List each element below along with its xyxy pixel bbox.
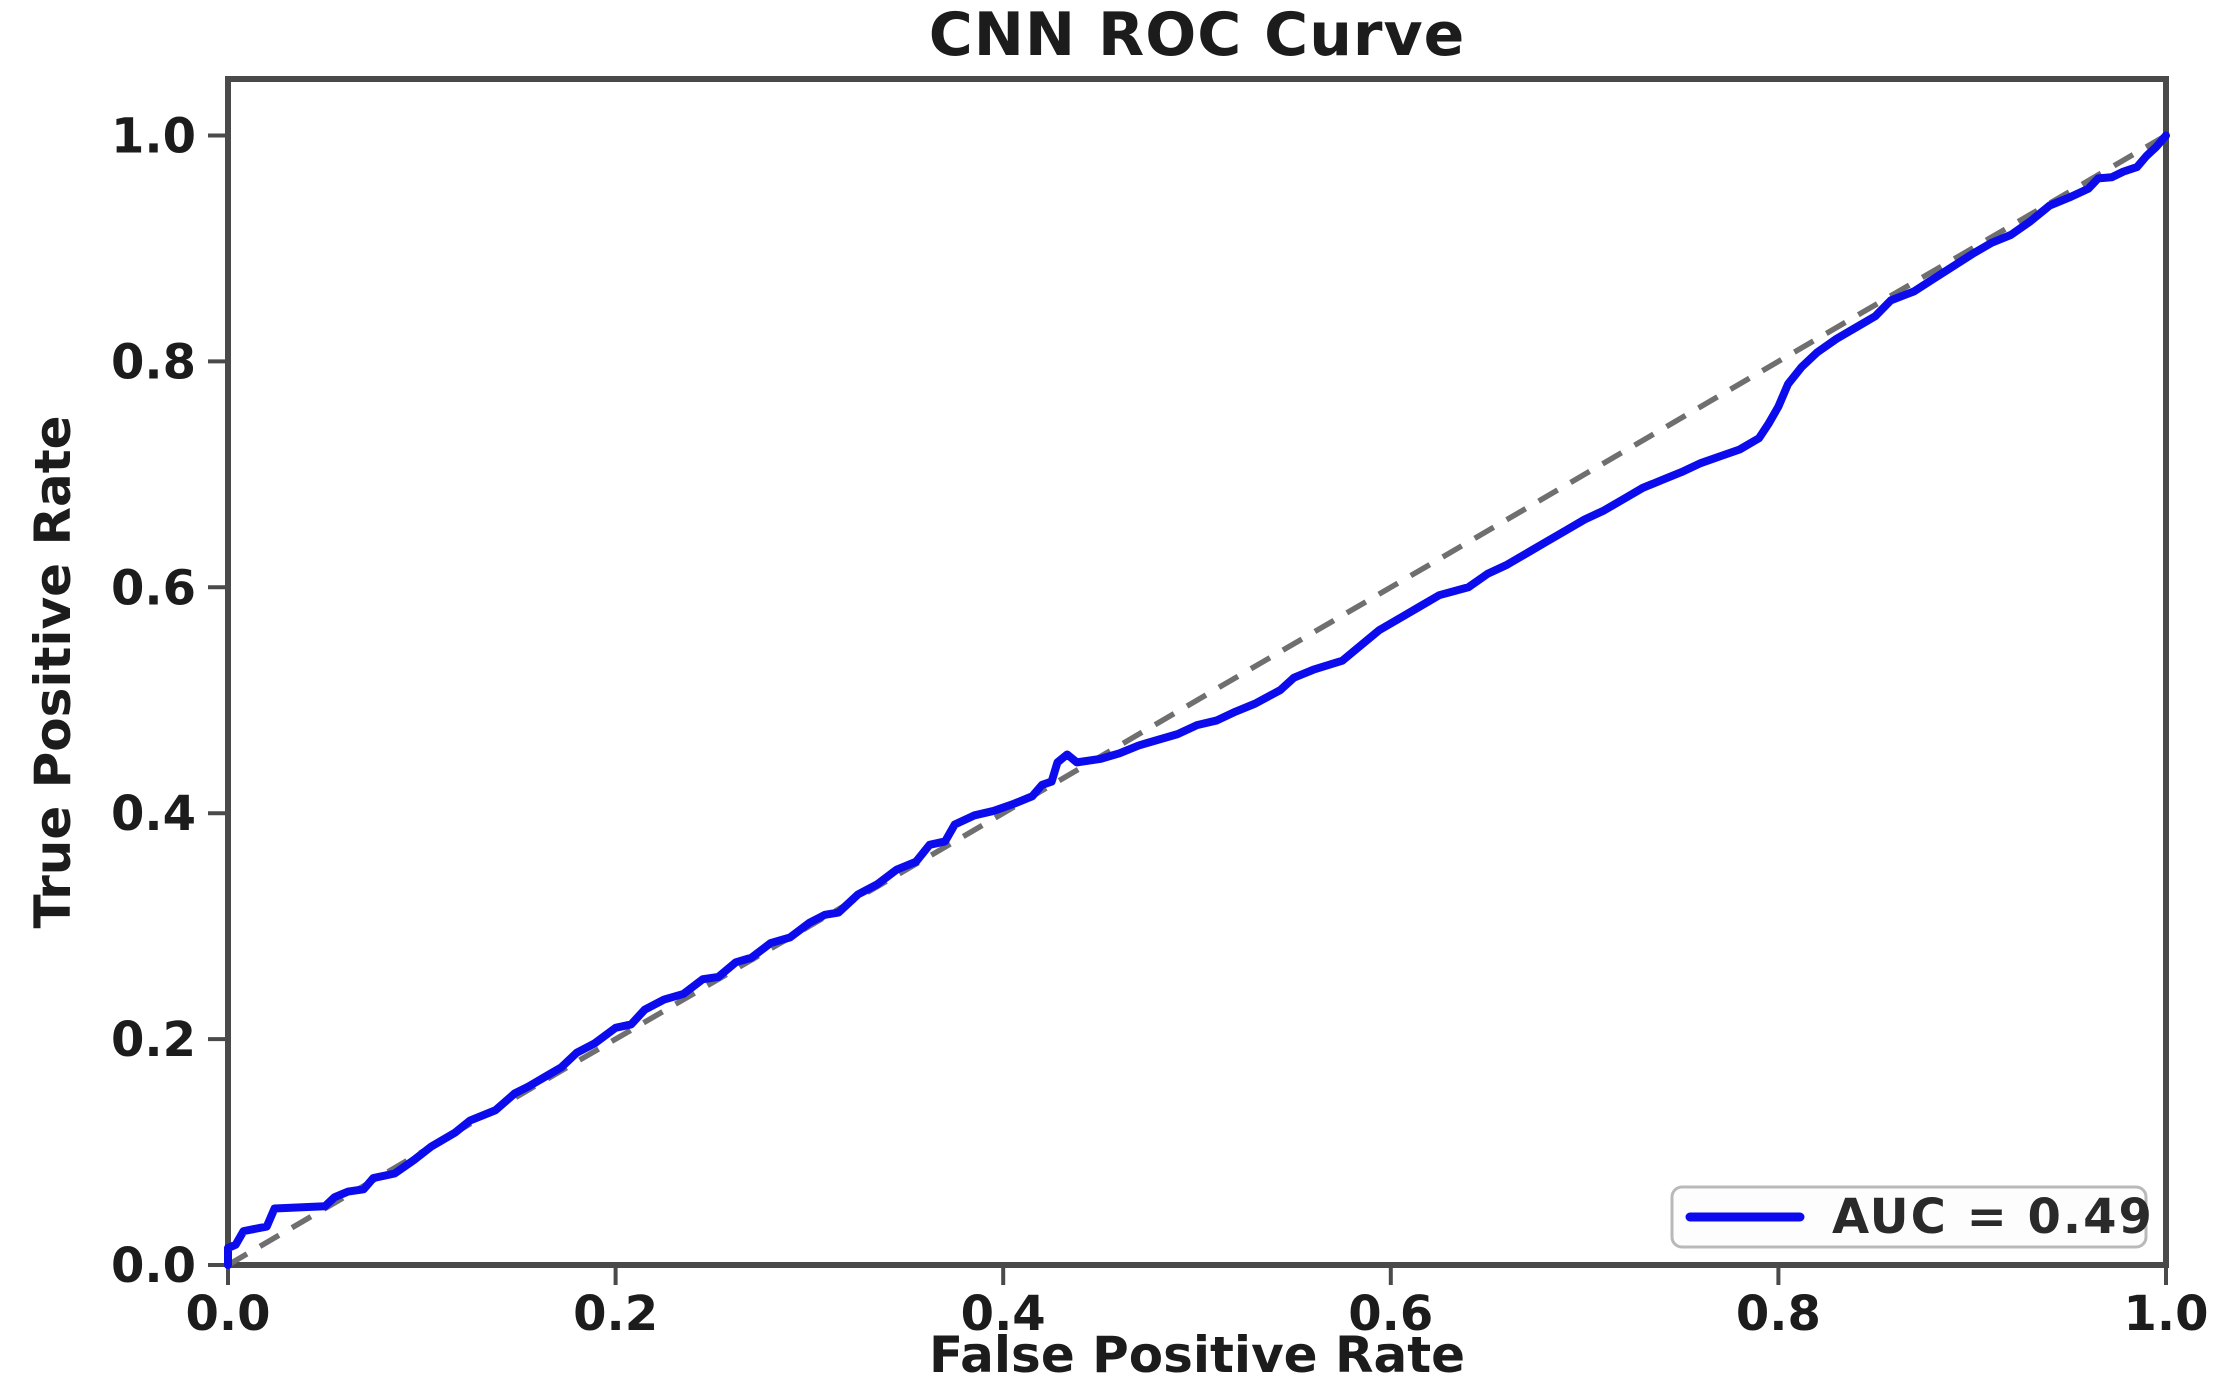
roc-curve-line	[224, 131, 2170, 1269]
legend: AUC = 0.49	[1670, 1185, 2154, 1249]
legend-box	[1670, 1185, 2148, 1249]
y-tick-label: 0.4	[111, 786, 196, 842]
x-tick-label: 0.2	[573, 1286, 658, 1342]
x-axis-label: False Positive Rate	[929, 1326, 1465, 1379]
ticks-layer: 0.0 0.2 0.4 0.6 0.8 1.0 0.0 0.2 0.4 0.6 0.8 1.0	[111, 108, 2209, 1342]
x-tick-label: 1.0	[2123, 1286, 2208, 1342]
y-tick-label: 0.8	[111, 334, 196, 390]
lines-layer	[224, 131, 2170, 1269]
y-tick-label: 0.0	[111, 1238, 196, 1294]
plot-border	[225, 76, 2169, 1268]
legend-label: AUC = 0.49	[1832, 1189, 2154, 1245]
chart-title: CNN ROC Curve	[929, 0, 1466, 70]
x-tick-label: 0.4	[961, 1286, 1046, 1342]
x-tick-label: 0.8	[1736, 1286, 1821, 1342]
y-tick-label: 0.2	[111, 1012, 196, 1068]
x-tick-label: 0.6	[1348, 1286, 1433, 1342]
y-tick-label: 0.6	[111, 560, 196, 616]
y-axis-label: True Positive Rate	[24, 415, 82, 928]
x-tick-label: 0.0	[185, 1286, 270, 1342]
y-tick-label: 1.0	[111, 108, 196, 164]
